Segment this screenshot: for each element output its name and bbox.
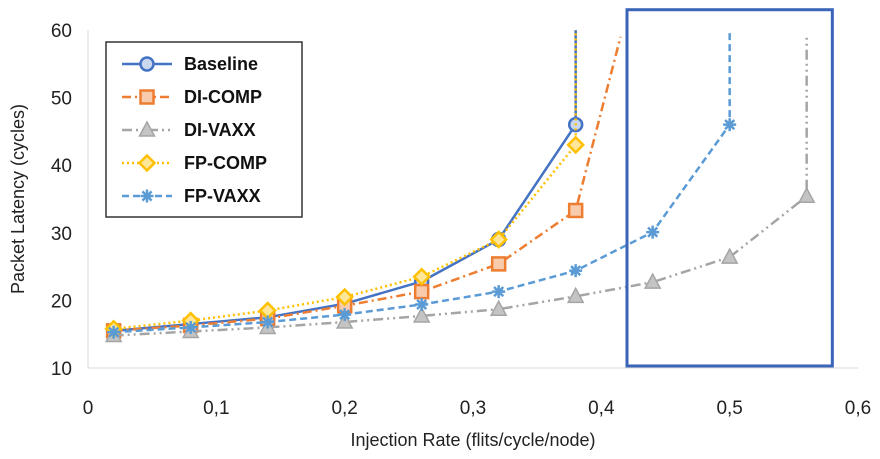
data-point-fp-vaxx [107, 325, 121, 339]
data-point-fp-vaxx [492, 285, 506, 299]
data-point-di-vaxx [720, 247, 739, 264]
legend-entry-fp-comp: FP-COMP [122, 153, 267, 173]
data-point-di-vaxx [797, 186, 816, 204]
series-line-fp-comp [113, 30, 577, 331]
data-point-fp-comp [489, 230, 508, 249]
legend-label-di-comp: DI-COMP [184, 87, 262, 107]
data-point-di-comp [413, 283, 430, 300]
series-line-di-comp [113, 36, 622, 333]
data-point-fp-vaxx [569, 264, 583, 278]
x-axis-label: Injection Rate (flits/cycle/node) [350, 430, 595, 450]
legend-marker-fp-comp [137, 153, 157, 173]
axes [87, 30, 858, 369]
data-point-di-comp [567, 202, 584, 219]
legend: Baseline DI-COMP DI-VAXX FP-COMP FP-VAXX [105, 41, 303, 218]
legend-label-fp-vaxx: FP-VAXX [184, 186, 261, 206]
x-tick-label: 0,5 [716, 398, 742, 419]
legend-entry-fp-vaxx: FP-VAXX [122, 186, 261, 206]
y-tick-label: 60 [51, 21, 72, 42]
y-tick-label: 40 [51, 156, 72, 177]
y-tick-labels: 10 20 30 40 50 60 [51, 21, 72, 380]
data-point-fp-comp [566, 135, 585, 155]
data-point-di-vaxx [643, 272, 662, 289]
data-point-di-comp [490, 256, 507, 272]
data-point-di-vaxx [566, 286, 585, 304]
legend-marker-di-comp [139, 89, 155, 105]
legend-marker-baseline [139, 56, 155, 72]
data-point-fp-comp [335, 287, 354, 307]
x-tick-label: 0,1 [203, 398, 229, 419]
series-line-baseline [113, 30, 577, 333]
series-line-fp-vaxx [113, 30, 731, 334]
y-tick-label: 10 [51, 359, 72, 380]
data-point-fp-comp [412, 267, 431, 287]
x-tick-label: 0,4 [588, 398, 615, 419]
data-point-fp-vaxx [723, 118, 737, 132]
legend-label-di-vaxx: DI-VAXX [184, 120, 256, 140]
legend-frame [105, 41, 303, 218]
legend-label-fp-comp: FP-COMP [184, 153, 267, 173]
y-tick-label: 20 [51, 291, 72, 312]
legend-entry-di-comp: DI-COMP [122, 87, 262, 107]
legend-marker-di-vaxx [138, 120, 156, 137]
legend-entry-di-vaxx: DI-VAXX [122, 120, 256, 140]
y-axis-label: Packet Latency (cycles) [8, 104, 28, 294]
data-point-fp-vaxx [646, 225, 660, 239]
series-fp-vaxx [107, 30, 737, 339]
x-tick-labels: 0 0,1 0,2 0,3 0,4 0,5 0,6 [83, 398, 872, 419]
data-point-fp-vaxx [415, 297, 429, 311]
data-point-di-vaxx [412, 306, 431, 323]
data-point-fp-vaxx [261, 315, 275, 329]
highlight-box [625, 8, 834, 368]
series-fp-comp [104, 30, 585, 339]
x-tick-label: 0,3 [460, 398, 486, 419]
data-point-fp-vaxx [338, 308, 352, 322]
x-tick-label: 0,2 [331, 398, 357, 419]
x-tick-label: 0,6 [845, 398, 871, 419]
series-layer [104, 30, 816, 343]
y-tick-label: 50 [51, 89, 72, 110]
x-tick-label: 0 [83, 398, 94, 419]
data-point-fp-vaxx [184, 320, 198, 334]
legend-label-baseline: Baseline [184, 54, 258, 74]
legend-marker-fp-vaxx [140, 189, 154, 203]
data-point-di-vaxx [489, 299, 508, 316]
legend-entry-baseline: Baseline [122, 54, 258, 74]
y-tick-label: 30 [51, 224, 72, 245]
